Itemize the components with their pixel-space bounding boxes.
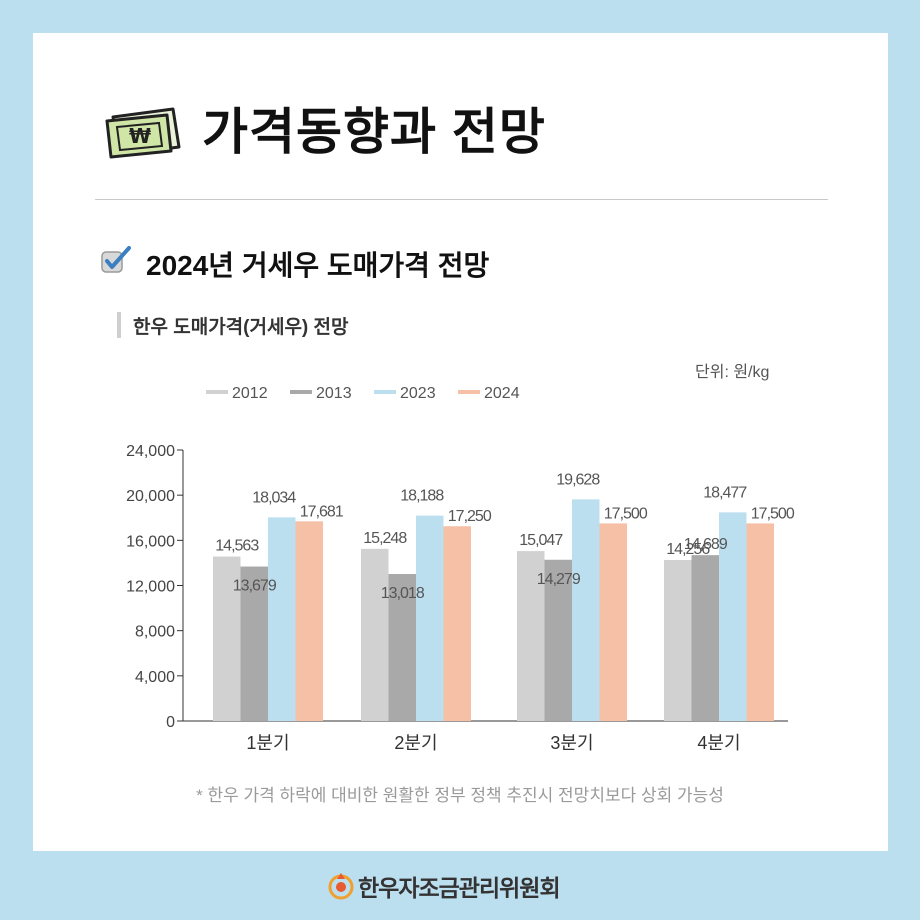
y-tick-label: 12,000 (126, 579, 175, 596)
bar-2013-2 (388, 574, 416, 721)
y-tick-label: 0 (166, 714, 175, 731)
y-tick-label: 4,000 (135, 669, 175, 686)
bar-2024-2 (443, 526, 471, 721)
data-label-2013-1: 13,679 (233, 578, 277, 595)
y-tick-label: 16,000 (126, 533, 175, 550)
data-label-2023-1: 18,034 (252, 489, 296, 506)
unit-label: 단위: 원/kg (695, 364, 770, 381)
bar-2012-2 (361, 548, 389, 721)
x-tick-label-1: 1분기 (246, 733, 289, 753)
data-label-2023-3: 19,628 (556, 471, 600, 488)
page-title: 가격동향과 전망 (202, 104, 546, 160)
legend-label-2013: 2013 (316, 385, 352, 402)
y-tick-label: 20,000 (126, 488, 175, 505)
data-label-2012-4: 14,256 (666, 541, 710, 558)
data-label-2023-2: 18,188 (400, 488, 444, 505)
legend-label-2023: 2023 (400, 385, 436, 402)
organization-name: 한우자조금관리위원회 (358, 875, 561, 901)
money-bill-won-icon: ₩ (105, 107, 181, 159)
y-tick-label: 8,000 (135, 624, 175, 641)
x-tick-label-4: 4분기 (697, 733, 740, 753)
data-label-2024-3: 17,500 (604, 505, 648, 522)
bar-2024-4 (746, 523, 774, 721)
data-label-2013-4: 14,689 (684, 536, 728, 553)
data-label-2012-3: 15,047 (519, 532, 563, 549)
bar-2024-1 (295, 521, 323, 721)
organization-footer: 한우자조금관리위원회 (326, 868, 561, 904)
bar-2012-1 (213, 556, 241, 721)
legend-label-2024: 2024 (484, 385, 520, 402)
footnote: * 한우 가격 하락에 대비한 원활한 정부 정책 추진시 전망치보다 상회 가… (196, 786, 724, 805)
bar-2012-3 (517, 551, 545, 721)
bar-2023-1 (268, 517, 296, 721)
section-title: 2024년 거세우 도매가격 전망 (146, 250, 490, 281)
bar-2013-4 (691, 555, 719, 721)
chart-title: 한우 도매가격(거세우) 전망 (133, 317, 349, 338)
hanwoo-logo-icon (328, 873, 354, 900)
data-label-2024-1: 17,681 (300, 503, 344, 520)
data-label-2013-3: 14,279 (537, 571, 581, 588)
data-label-2023-4: 18,477 (703, 484, 747, 501)
x-tick-label-3: 3분기 (550, 733, 593, 753)
y-tick-label: 24,000 (126, 443, 175, 460)
bar-2013-3 (544, 559, 572, 721)
data-label-2024-2: 17,250 (448, 508, 492, 525)
legend-label-2012: 2012 (232, 385, 268, 402)
chart-title-bar (117, 312, 121, 338)
data-label-2012-2: 15,248 (363, 530, 407, 547)
svg-text:₩: ₩ (129, 124, 151, 148)
x-tick-label-2: 2분기 (394, 733, 437, 753)
bar-2013-1 (240, 566, 268, 721)
bar-2023-2 (416, 515, 444, 721)
bar-2023-3 (572, 499, 600, 721)
data-label-2012-1: 14,563 (215, 538, 259, 555)
title-divider (95, 199, 828, 200)
data-label-2024-4: 17,500 (751, 505, 795, 522)
data-label-2013-2: 13,018 (381, 585, 425, 602)
bar-2012-4 (664, 560, 692, 721)
checkbox-checked-icon (101, 246, 131, 273)
bar-2024-3 (599, 523, 627, 721)
bar-2023-4 (719, 512, 747, 721)
